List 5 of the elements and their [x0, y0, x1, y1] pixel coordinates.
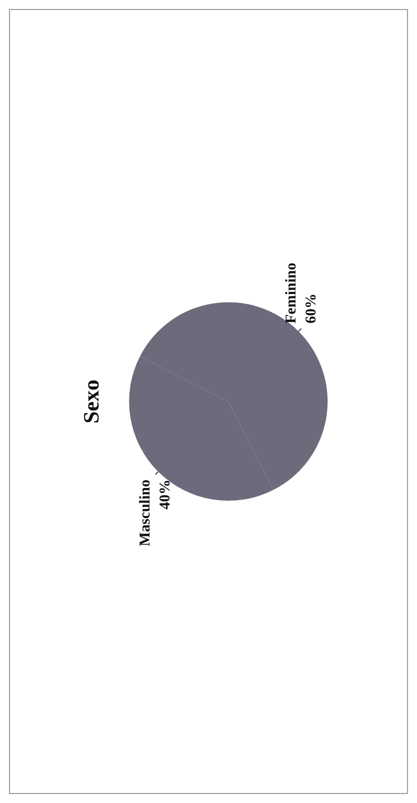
- slice-label: Feminino: [283, 262, 300, 324]
- data-label: 60%: [303, 293, 320, 324]
- slice-label: Masculino: [137, 480, 154, 546]
- text: Sexo: [78, 380, 104, 424]
- data-label: 40%: [157, 480, 174, 510]
